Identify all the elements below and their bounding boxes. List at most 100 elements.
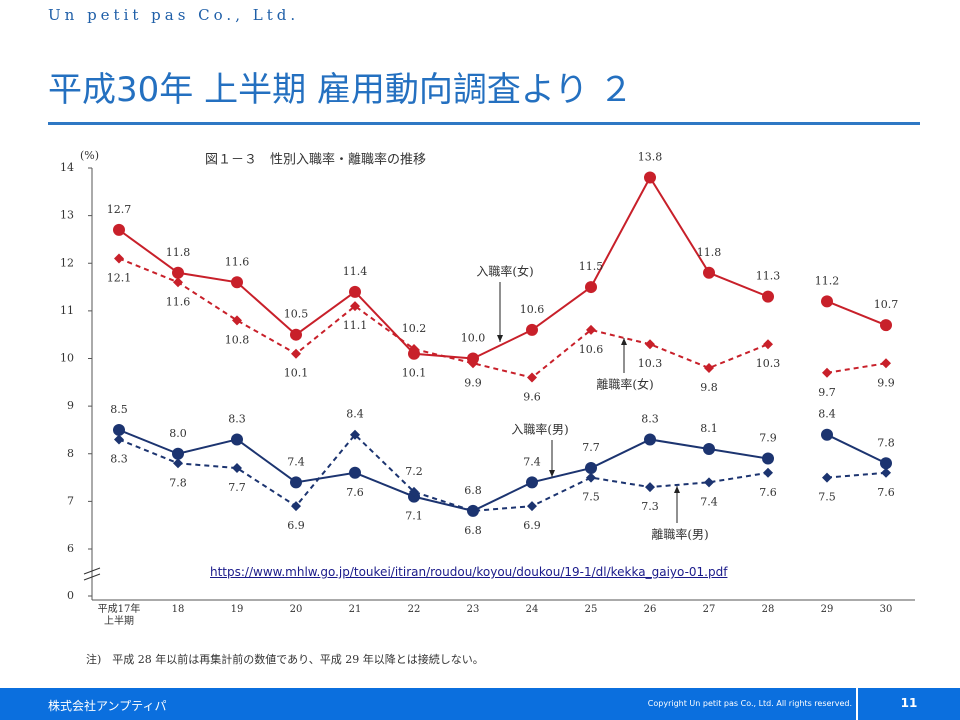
marker — [881, 358, 891, 369]
marker — [526, 323, 538, 336]
series-line — [826, 433, 887, 465]
value-label: 11.8 — [697, 246, 722, 259]
value-label: 11.4 — [343, 265, 368, 278]
value-label: 10.1 — [402, 367, 427, 380]
marker — [822, 472, 832, 483]
series-annotation: 入職率(女) — [476, 264, 533, 279]
value-label: 10.0 — [461, 332, 486, 345]
marker — [231, 433, 243, 446]
value-label: 8.4 — [346, 408, 364, 421]
axis-break — [83, 567, 101, 581]
marker — [350, 429, 360, 440]
value-label: 11.6 — [225, 255, 250, 268]
series-line — [118, 257, 769, 379]
value-label: 7.5 — [818, 491, 836, 504]
marker — [291, 348, 301, 359]
marker — [586, 324, 596, 335]
series-line — [826, 362, 887, 374]
marker — [881, 467, 891, 478]
value-label: 7.6 — [877, 486, 895, 499]
x-tick-label: 30 — [879, 604, 893, 615]
value-label: 7.5 — [582, 491, 600, 504]
y-tick-label: 8 — [67, 447, 74, 460]
value-label: 10.3 — [638, 357, 663, 370]
marker — [762, 290, 774, 303]
value-label: 7.4 — [287, 455, 305, 468]
marker — [409, 486, 419, 497]
footer-company: 株式会社アンプティパ — [48, 699, 167, 713]
chart: 図１－３ 性別入職率・離職率の推移 (%) 0 6 7 8 9 10 11 12 13 14 12.… — [60, 149, 915, 602]
y-tick-label: 12 — [60, 256, 74, 269]
y-tick-label: 0 — [67, 589, 74, 602]
series-annotation: 離職率(男) — [651, 527, 708, 542]
value-label: 10.7 — [874, 298, 899, 311]
series-line — [826, 471, 887, 479]
source-link[interactable]: https://www.mhlw.go.jp/toukei/itiran/rou… — [210, 565, 728, 579]
marker — [468, 358, 478, 369]
marker — [763, 467, 773, 478]
value-label: 7.6 — [346, 486, 364, 499]
marker — [527, 372, 537, 383]
footer-copyright: Copyright Un petit pas Co., Ltd. All rig… — [647, 699, 852, 708]
y-tick-label: 6 — [67, 542, 74, 555]
marker — [172, 266, 184, 279]
value-label: 8.3 — [228, 412, 246, 425]
marker — [290, 476, 302, 489]
value-label: 11.6 — [166, 295, 191, 308]
y-tick-label: 11 — [60, 304, 74, 317]
marker — [290, 328, 302, 341]
value-label: 10.2 — [402, 322, 427, 335]
marker — [232, 315, 242, 326]
value-label: 6.8 — [464, 484, 482, 497]
x-tick-label: 28 — [761, 604, 775, 615]
x-tick-label: 平成17年 上半期 — [97, 604, 141, 627]
value-label: 11.1 — [343, 319, 368, 332]
value-label: 7.9 — [759, 432, 777, 445]
value-label: 7.6 — [759, 486, 777, 499]
series-line — [118, 429, 769, 512]
marker — [880, 319, 892, 332]
y-tick-label: 14 — [60, 161, 74, 174]
marker — [822, 367, 832, 378]
marker — [586, 472, 596, 483]
marker — [763, 339, 773, 350]
value-label: 6.8 — [464, 524, 482, 537]
value-label: 6.9 — [523, 519, 541, 532]
x-tick-label: 19 — [230, 604, 244, 615]
marker — [349, 466, 361, 479]
x-tick-label: 25 — [584, 604, 598, 615]
value-label: 7.8 — [877, 436, 895, 449]
value-label: 7.7 — [228, 481, 246, 494]
value-label: 10.1 — [284, 367, 309, 380]
value-label: 10.3 — [756, 357, 781, 370]
value-label: 9.9 — [877, 376, 895, 389]
marker — [704, 363, 714, 374]
series-line — [826, 300, 887, 327]
value-label: 9.6 — [523, 391, 541, 404]
value-label: 10.8 — [225, 333, 250, 346]
value-label: 12.7 — [107, 203, 132, 216]
x-tick-label: 21 — [348, 604, 362, 615]
value-label: 9.8 — [700, 381, 718, 394]
chart-title: 図１－３ 性別入職率・離職率の推移 — [205, 152, 426, 168]
slide-title: 平成30年 上半期 雇用動向調査より ２ — [48, 70, 634, 110]
marker — [291, 501, 301, 512]
y-tick-label: 7 — [67, 494, 74, 507]
value-label: 9.9 — [464, 376, 482, 389]
x-tick-label: 22 — [407, 604, 421, 615]
value-label: 8.3 — [641, 412, 659, 425]
value-label: 8.0 — [169, 427, 187, 440]
annotation-arrowhead — [674, 486, 680, 493]
marker — [704, 477, 714, 488]
value-label: 11.3 — [756, 270, 781, 283]
x-tick-label: 29 — [820, 604, 834, 615]
x-tick-label: 18 — [171, 604, 185, 615]
value-label: 7.1 — [405, 510, 423, 523]
value-label: 8.5 — [110, 403, 128, 416]
marker — [880, 457, 892, 470]
brand: Un petit pas Co., Ltd. — [48, 6, 300, 24]
marker — [585, 462, 597, 475]
value-label: 11.8 — [166, 246, 191, 259]
value-label: 11.2 — [815, 274, 840, 287]
